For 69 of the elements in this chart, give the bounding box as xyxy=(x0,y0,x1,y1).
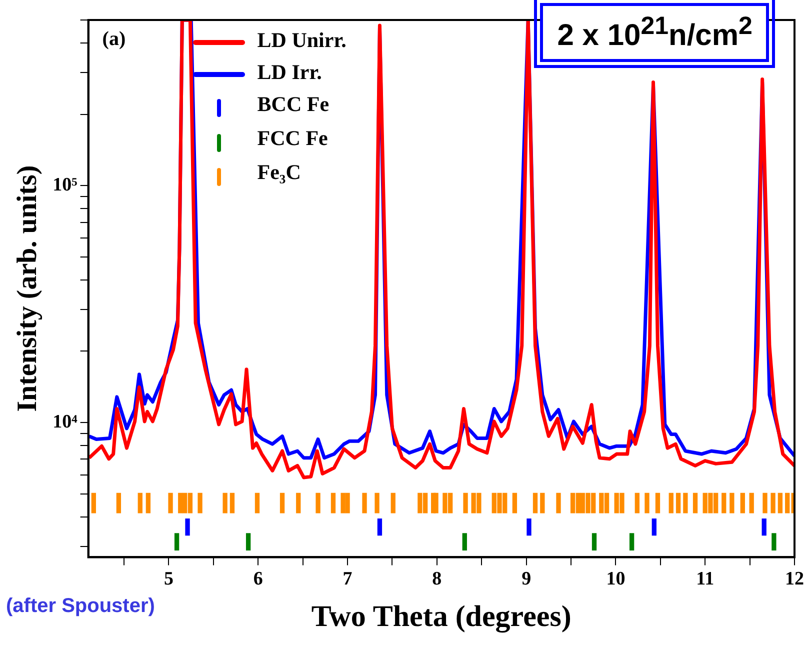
bar xyxy=(138,492,142,514)
legend-label: BCC Fe xyxy=(257,92,330,116)
bar xyxy=(692,492,698,514)
bar xyxy=(330,492,336,514)
x-tick-label: 7 xyxy=(342,568,353,590)
bar xyxy=(362,492,367,514)
bar xyxy=(390,492,396,514)
x-tick-label: 10 xyxy=(606,568,626,590)
legend-label: Fe₃C xyxy=(257,160,301,184)
y-tick-label: 10⁴ xyxy=(52,411,78,432)
text: (after Spouster) xyxy=(6,595,155,618)
bar xyxy=(246,533,251,551)
bar xyxy=(168,492,173,514)
bar xyxy=(254,492,260,514)
bar xyxy=(668,492,674,514)
bar xyxy=(462,533,467,551)
x-tick-label: 8 xyxy=(432,568,442,590)
bar xyxy=(91,492,96,514)
bar xyxy=(629,533,634,551)
bar xyxy=(772,533,776,551)
bar xyxy=(683,492,688,514)
bar xyxy=(174,533,180,551)
bar xyxy=(770,492,776,514)
annotation: 2 x 10$^{21}$n/cm$^{2}$ xyxy=(540,3,770,62)
bar xyxy=(185,518,190,536)
bar xyxy=(463,492,468,514)
bar xyxy=(532,492,538,514)
legend-label: LD Unirr. xyxy=(257,28,346,52)
bar xyxy=(280,492,285,514)
x-tick-label: 5 xyxy=(164,568,174,590)
legend-label: LD Irr. xyxy=(257,60,322,84)
y-tick-label: 10⁵ xyxy=(52,174,78,196)
bar xyxy=(178,492,183,514)
bar xyxy=(540,492,545,514)
bar xyxy=(434,492,438,514)
bar xyxy=(655,492,660,514)
bar xyxy=(512,492,518,514)
bar xyxy=(116,492,122,514)
bar xyxy=(222,492,228,514)
legend-label: FCC Fe xyxy=(257,126,328,150)
bar xyxy=(762,518,766,536)
bar xyxy=(778,492,783,514)
bar xyxy=(556,492,561,514)
bar xyxy=(592,533,597,551)
bar xyxy=(749,492,754,514)
bar xyxy=(634,492,640,514)
bar xyxy=(374,492,380,514)
bar xyxy=(526,518,532,536)
bar xyxy=(316,492,320,514)
bar xyxy=(377,518,382,536)
bar xyxy=(644,492,650,514)
bar xyxy=(296,492,301,514)
bar xyxy=(146,492,151,514)
bar xyxy=(676,492,681,514)
bar xyxy=(230,492,235,514)
x-tick-label: 6 xyxy=(253,568,263,590)
bar xyxy=(198,492,202,514)
x-axis-title: Two Theta (degrees) xyxy=(311,600,572,633)
x-tick-label: 9 xyxy=(522,568,532,590)
x-tick-label: 12 xyxy=(785,568,804,590)
bar xyxy=(652,518,656,536)
x-tick-label: 11 xyxy=(696,568,714,590)
y-axis-title: Intensity (arb. units) xyxy=(12,165,44,412)
annotation: (a) xyxy=(102,28,126,51)
bar xyxy=(722,492,726,514)
bar xyxy=(762,492,768,514)
bar xyxy=(730,492,734,514)
bar xyxy=(740,492,745,514)
bar xyxy=(785,492,790,514)
